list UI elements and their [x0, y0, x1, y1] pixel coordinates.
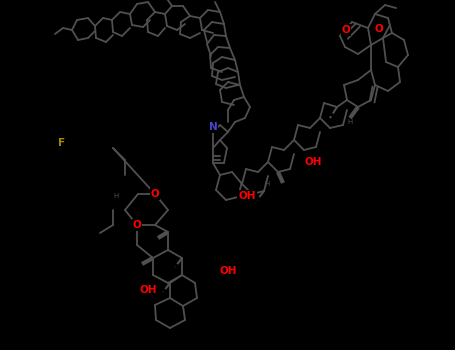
- Text: N: N: [209, 122, 217, 132]
- Text: H: H: [347, 119, 353, 125]
- Text: OH: OH: [139, 285, 157, 295]
- Text: H: H: [113, 193, 119, 199]
- Text: OH: OH: [304, 157, 322, 167]
- Text: O: O: [342, 25, 350, 35]
- Text: H: H: [264, 181, 270, 187]
- Text: OH: OH: [238, 191, 256, 201]
- Text: O: O: [132, 220, 142, 230]
- Text: OH: OH: [219, 266, 237, 276]
- Text: O: O: [151, 189, 159, 199]
- Text: F: F: [58, 138, 66, 148]
- Text: O: O: [374, 24, 384, 34]
